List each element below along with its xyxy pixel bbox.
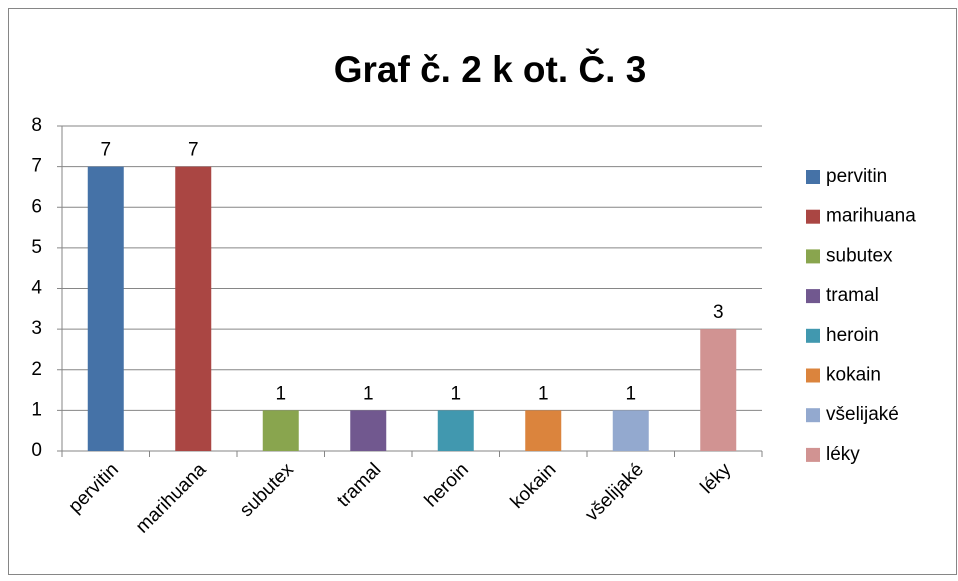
y-tick-label: 6 <box>31 196 42 217</box>
data-label: 1 <box>275 383 286 404</box>
chart-border <box>8 8 957 575</box>
legend-label: marihuana <box>826 206 916 227</box>
legend-label: kokain <box>826 365 881 386</box>
data-label: 1 <box>625 383 636 404</box>
bar <box>612 410 649 451</box>
data-label: 3 <box>713 302 724 323</box>
legend-label: heroin <box>826 325 879 346</box>
y-tick-label: 1 <box>31 399 42 420</box>
bar <box>700 329 737 451</box>
y-tick-label: 5 <box>31 237 42 258</box>
legend-swatch <box>806 209 820 224</box>
y-tick-label: 7 <box>31 156 42 177</box>
y-tick-label: 0 <box>31 440 42 461</box>
bar <box>437 410 474 451</box>
legend-swatch <box>806 170 820 184</box>
legend-swatch <box>806 249 820 264</box>
y-tick-label: 2 <box>31 359 42 380</box>
legend-label: pervitin <box>826 166 887 187</box>
bar <box>525 410 562 451</box>
bar <box>175 166 212 451</box>
legend-swatch <box>806 328 820 343</box>
legend-swatch <box>806 408 820 423</box>
data-label: 1 <box>450 383 461 404</box>
legend-label: všelijaké <box>826 404 899 425</box>
data-label: 7 <box>100 140 111 161</box>
bar <box>262 410 299 451</box>
bar <box>87 166 124 451</box>
data-label: 1 <box>538 383 549 404</box>
legend-label: tramal <box>826 285 879 306</box>
legend-swatch <box>806 368 820 383</box>
data-label: 1 <box>363 383 374 404</box>
bar <box>350 410 387 451</box>
legend-label: léky <box>826 444 860 465</box>
data-label: 7 <box>188 140 199 161</box>
chart-title: Graf č. 2 k ot. Č. 3 <box>334 48 647 90</box>
y-tick-label: 3 <box>31 318 42 339</box>
y-tick-label: 8 <box>31 115 42 136</box>
legend-label: subutex <box>826 245 893 266</box>
y-tick-label: 4 <box>31 278 42 299</box>
legend-swatch <box>806 289 820 304</box>
legend-swatch <box>806 447 820 462</box>
